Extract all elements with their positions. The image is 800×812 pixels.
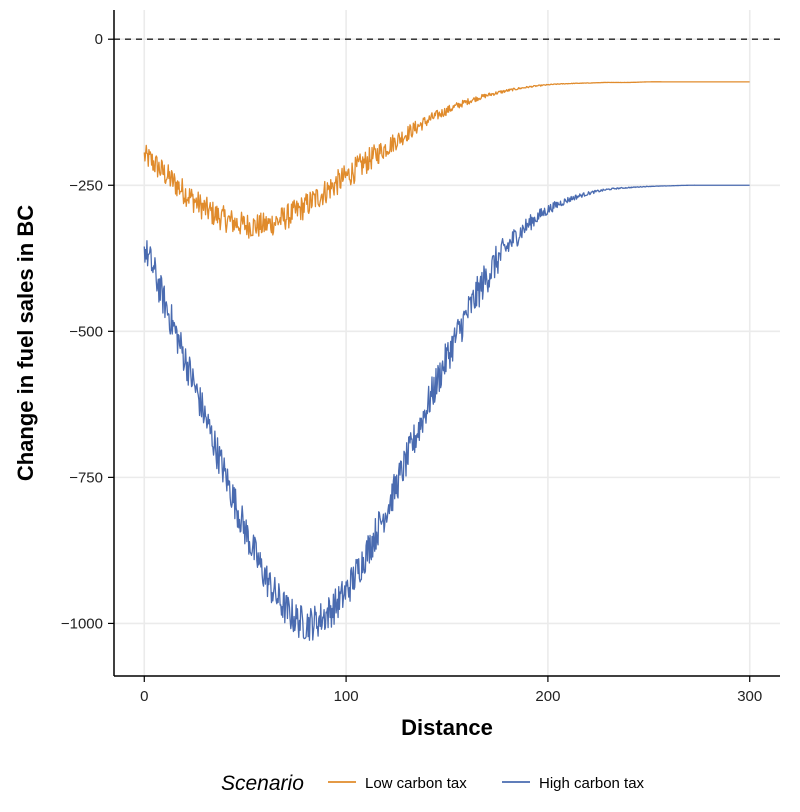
legend-title: Scenario [221, 772, 304, 795]
y-tick-label: −250 [69, 177, 103, 194]
axis-ticks: 0 100 200 300 0 −250 −500 −750 −1000 [61, 31, 762, 705]
series-line-high-carbon-tax [143, 184, 750, 641]
y-axis-title: Change in fuel sales in BC [13, 205, 38, 481]
x-tick-label: 100 [334, 688, 359, 705]
x-tick-label: 200 [535, 688, 560, 705]
y-tick-label: −1000 [61, 615, 103, 632]
legend: Scenario Low carbon tax High carbon tax [221, 772, 645, 795]
x-tick-label: 0 [140, 688, 148, 705]
legend-label-low-carbon-tax: Low carbon tax [365, 775, 467, 792]
legend-label-high-carbon-tax: High carbon tax [539, 775, 645, 792]
series-lines [143, 81, 750, 641]
series-line-low-carbon-tax [143, 81, 750, 239]
y-tick-label: −750 [69, 469, 103, 486]
y-tick-label: 0 [95, 31, 103, 48]
x-tick-label: 300 [737, 688, 762, 705]
y-tick-label: −500 [69, 323, 103, 340]
x-axis-title: Distance [401, 715, 493, 740]
